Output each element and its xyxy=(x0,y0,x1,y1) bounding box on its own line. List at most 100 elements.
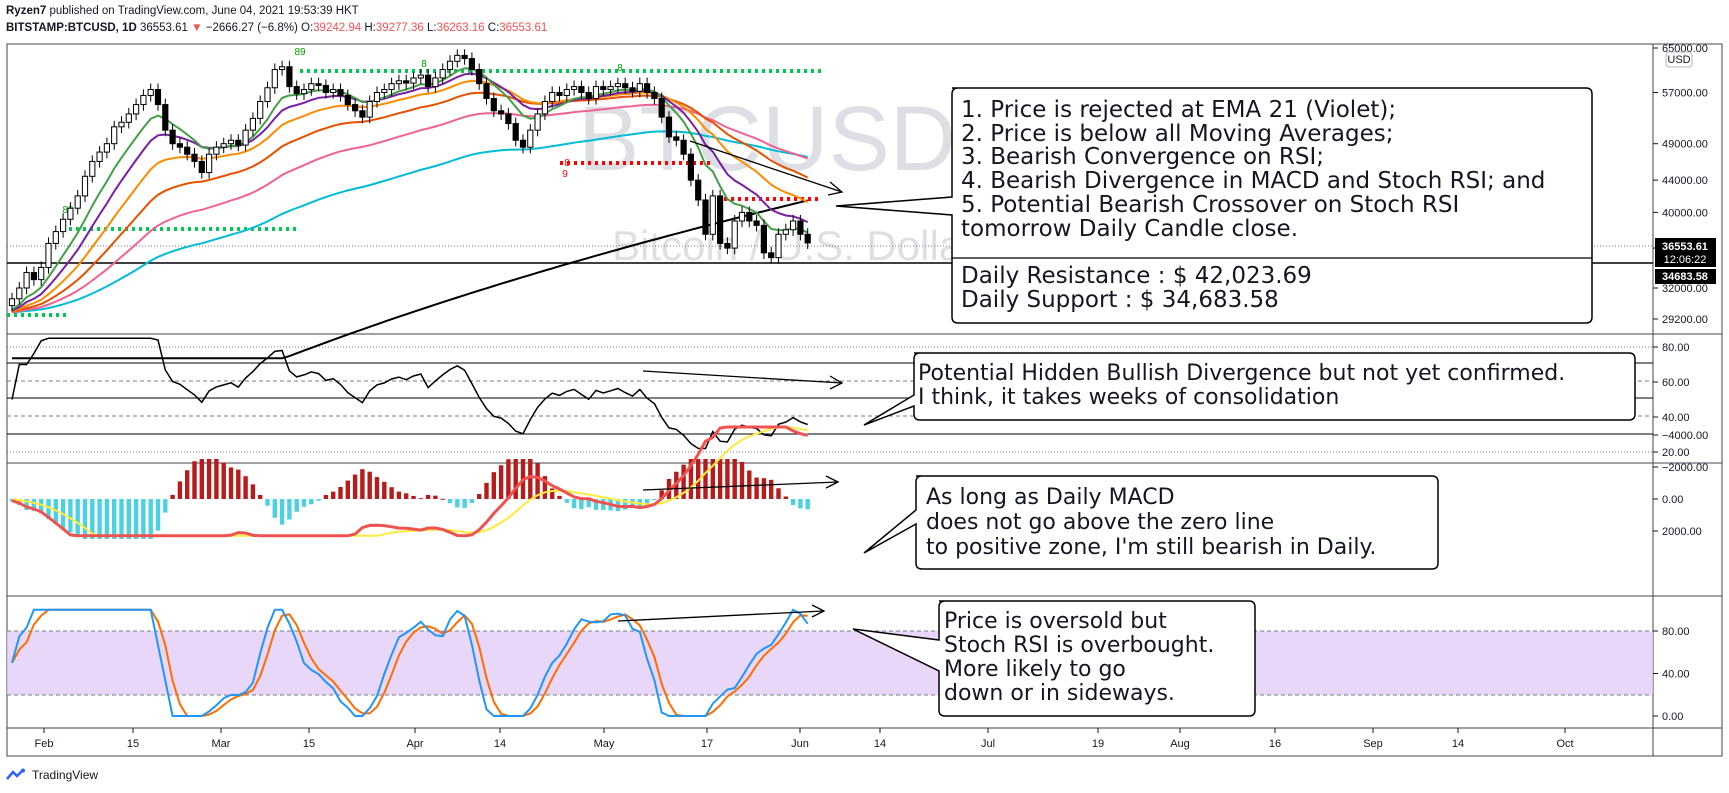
candle-body xyxy=(249,117,257,131)
stoch-pane[interactable] xyxy=(11,608,809,717)
callout-stoch-line-1: Price is oversold but xyxy=(944,609,1167,634)
macd-histogram-bar xyxy=(593,499,599,510)
candle-body xyxy=(578,86,585,93)
callout-rsi-box xyxy=(863,352,1636,426)
candle-body xyxy=(446,60,454,71)
stoch-trend-arrow[interactable] xyxy=(617,610,825,622)
candle-body xyxy=(724,242,731,249)
macd-histogram-bar xyxy=(272,499,277,518)
close-label: C: xyxy=(487,22,500,34)
macd-histogram-bar xyxy=(206,459,212,499)
macd-histogram-bar xyxy=(528,459,533,499)
candle-body xyxy=(395,80,402,85)
author-name[interactable]: Ryzen7 xyxy=(6,5,47,17)
macd-histogram-bar xyxy=(425,494,431,499)
macd-histogram-bar xyxy=(550,488,555,499)
candle-body xyxy=(366,101,373,118)
candle-body xyxy=(257,101,264,119)
time-tick-label: 17 xyxy=(701,738,713,750)
macd-histogram-bar xyxy=(112,499,117,539)
macd-histogram-bar xyxy=(798,499,803,509)
candle-body xyxy=(96,151,103,162)
callout-macd-line-3: to positive zone, I'm still bearish in D… xyxy=(926,535,1376,560)
down-arrow-icon: ▼ xyxy=(191,22,203,34)
macd-histogram-bar xyxy=(39,499,44,514)
macd-axis: 2000.00 0.00 −2000.00 −4000.00 xyxy=(1653,430,1708,538)
macd-line xyxy=(11,425,809,538)
candle-body xyxy=(651,91,658,99)
macd-histogram-bar xyxy=(90,499,95,539)
candle-body xyxy=(468,58,475,71)
candle-body xyxy=(352,104,359,112)
macd-tick-label: −2000.00 xyxy=(1662,462,1708,474)
td-count-label: 89 xyxy=(703,207,715,218)
macd-histogram-bar xyxy=(440,498,445,500)
tradingview-logo-icon xyxy=(6,768,25,780)
symbol-label[interactable]: BITSTAMP:BTCUSD, 1D xyxy=(6,22,137,34)
candle-body xyxy=(425,74,432,88)
stoch-tick-label: 80.00 xyxy=(1662,626,1690,638)
time-tick-label: Apr xyxy=(406,738,423,750)
macd-histogram-bar xyxy=(477,494,482,499)
macd-histogram-bar xyxy=(163,499,168,513)
macd-histogram-bar xyxy=(214,459,219,499)
callout-stoch-line-2: Stoch RSI is overbought. xyxy=(944,633,1214,658)
callout-main-line-1: 1. Price is rejected at EMA 21 (Violet); xyxy=(961,97,1396,123)
macd-trend-arrow[interactable] xyxy=(642,481,839,491)
rsi-trend-arrow[interactable] xyxy=(642,370,843,384)
macd-histogram-bar xyxy=(148,499,153,539)
callout-rsi-line-2: I think, it takes weeks of consolidation xyxy=(918,385,1339,410)
time-tick-label: Oct xyxy=(1556,738,1573,750)
time-tick-label: Mar xyxy=(212,738,231,750)
currency-badge[interactable] xyxy=(1665,51,1693,68)
macd-histogram-bar xyxy=(68,499,73,533)
drawing-arrows[interactable] xyxy=(617,140,844,622)
rsi-tick-label: 40.00 xyxy=(1662,412,1690,424)
macd-histogram-bar xyxy=(228,467,234,499)
callout-macd-line-1: As long as Daily MACD xyxy=(926,485,1175,510)
stoch-trend-arrowhead xyxy=(811,604,826,618)
macd-histogram-bar xyxy=(236,469,241,499)
macd-pane[interactable] xyxy=(9,425,810,539)
callout-stoch[interactable]: Price is oversold but Stoch RSI is overb… xyxy=(852,600,1256,717)
macd-histogram-bar xyxy=(790,499,796,506)
callout-main-line-4: 4. Bearish Divergence in MACD and Stoch … xyxy=(961,168,1545,194)
support-price-value: 34683.58 xyxy=(1662,271,1708,283)
time-tick-label: 16 xyxy=(1269,738,1281,750)
td-count-label: 8 xyxy=(617,63,623,74)
td-count-label: 9 xyxy=(562,169,568,180)
candle-body xyxy=(89,160,96,177)
macd-histogram-bar xyxy=(396,491,402,499)
callout-main[interactable]: 1. Price is rejected at EMA 21 (Violet);… xyxy=(835,87,1593,324)
macd-histogram-bar xyxy=(141,499,146,539)
macd-histogram-bar xyxy=(659,490,664,499)
candle-body xyxy=(505,113,512,125)
macd-histogram-bar xyxy=(177,481,183,499)
ema-green-line xyxy=(11,67,809,311)
candle-body xyxy=(432,77,439,88)
macd-histogram-bar xyxy=(462,499,467,508)
price-tick-label: 44000.00 xyxy=(1662,175,1708,187)
candle-body xyxy=(403,80,410,84)
candle-body xyxy=(614,83,621,88)
support-price-badge xyxy=(1655,269,1716,284)
macd-histogram-bar xyxy=(199,459,204,499)
rsi-pane[interactable] xyxy=(11,337,808,450)
candle-body xyxy=(118,121,125,128)
callout-main-line-6: tomorrow Daily Candle close. xyxy=(961,216,1298,242)
callout-macd-box xyxy=(863,475,1439,570)
callout-macd[interactable]: As long as Daily MACD does not go above … xyxy=(863,475,1439,570)
price-trend-arrow[interactable] xyxy=(689,140,843,193)
macd-histogram-bar xyxy=(769,479,774,499)
tradingview-logo[interactable]: TradingView xyxy=(6,768,98,782)
candle-body xyxy=(330,89,337,93)
macd-histogram-bar xyxy=(46,499,51,520)
candle-body xyxy=(498,110,505,115)
td-count-label: 8 xyxy=(564,158,570,169)
time-axis[interactable]: Feb 15 Mar 15 Apr 14 May 17 Jun 14 Jul 19 Aug 16 Sep 14… xyxy=(35,728,1574,750)
candle-body xyxy=(607,86,614,91)
candle-body xyxy=(768,252,775,259)
callout-rsi[interactable]: Potential Hidden Bullish Divergence but … xyxy=(863,352,1636,426)
candle-body xyxy=(191,153,198,162)
